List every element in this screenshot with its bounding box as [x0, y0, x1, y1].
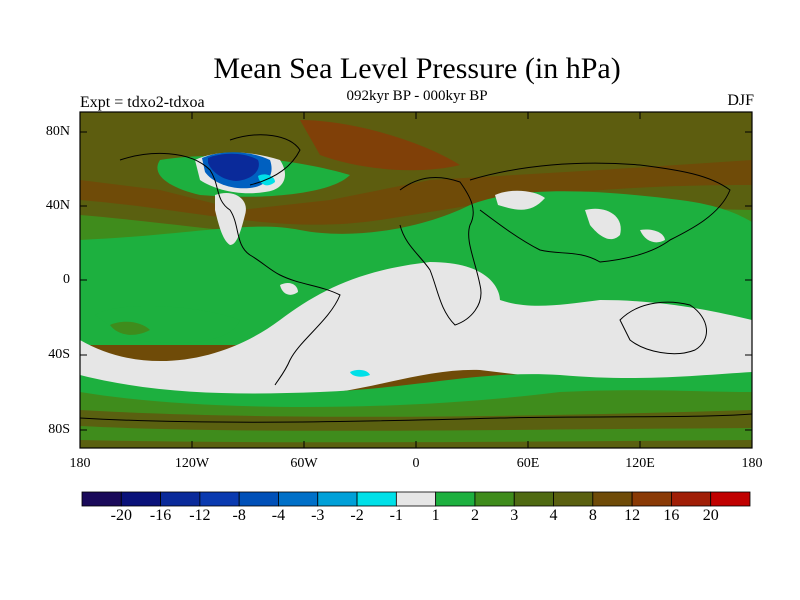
colorbar-swatch [160, 491, 201, 507]
map-title: Mean Sea Level Pressure (in hPa) [213, 52, 621, 85]
y-tick-label: 40S [48, 347, 70, 362]
map-fields [79, 112, 753, 448]
n-atlantic-brown [300, 120, 460, 171]
asia-grey-right [585, 208, 621, 240]
continents-outline [79, 134, 753, 423]
asia-grey-left [495, 190, 545, 210]
colorbar-label: -2 [350, 507, 364, 524]
colorbar-label: 16 [663, 507, 680, 524]
southern-grey [80, 262, 752, 395]
y-tick-label: 40N [45, 198, 70, 213]
colorbar-label: 4 [549, 507, 558, 524]
antarctic-coast-green [80, 426, 752, 443]
colorbar-swatch [671, 491, 712, 507]
map-subtitle: 092kyr BP - 000kyr BP [346, 88, 488, 104]
x-tick-label: 0 [412, 456, 420, 471]
colorbar-swatch [474, 491, 515, 507]
colorbar-swatch [81, 491, 122, 507]
colorbar-label: 12 [624, 507, 641, 524]
colorbar-label: 8 [588, 507, 597, 524]
colorbar-label: -3 [311, 507, 325, 524]
amazon-grey [280, 282, 298, 295]
colorbar-label: -8 [232, 507, 246, 524]
colorbar-label: -4 [271, 507, 286, 524]
y-tick-label: 80S [48, 422, 70, 437]
x-tick-label: 60W [290, 456, 318, 471]
colorbar-label: -20 [110, 507, 132, 524]
y-tick-label: 80N [45, 124, 70, 139]
x-tick-label: 60E [516, 456, 540, 471]
south-atlantic-cyan [350, 369, 370, 377]
colorbar-label: 1 [431, 507, 440, 524]
n-america-grey [215, 192, 246, 245]
colorbar-swatch [356, 491, 397, 507]
colorbar-swatch [317, 491, 358, 507]
colorbar-swatch [278, 491, 319, 507]
experiment-label: Expt = tdxo2-tdxoa [80, 94, 205, 111]
colorbar-swatch [710, 491, 751, 507]
colorbar-label: -1 [389, 507, 403, 524]
southern-green-mid-belt [80, 390, 752, 420]
colorbar-swatch [435, 491, 476, 507]
colorbar-label: 3 [510, 507, 519, 524]
colorbar-swatch [592, 491, 633, 507]
y-tick-marks [80, 131, 752, 431]
x-tick-label: 180 [69, 456, 91, 471]
x-tick-label: 120W [174, 456, 210, 471]
y-tick-label: 0 [63, 272, 70, 287]
south-pacific-green-mid [110, 321, 150, 335]
x-tick-label: 180 [741, 456, 763, 471]
x-tick-label: 120E [625, 456, 655, 471]
colorbar-swatch [120, 491, 161, 507]
greenland-blue-dark [208, 153, 259, 181]
colorbar-swatch [513, 491, 554, 507]
colorbar-swatch [238, 491, 279, 507]
colorbar-swatch [631, 491, 672, 507]
colorbar-label: -12 [189, 507, 211, 524]
asia-grey-east [640, 229, 665, 243]
colorbar [81, 491, 751, 507]
colorbar-swatch [395, 491, 437, 507]
x-tick-marks [79, 112, 753, 448]
colorbar-label: 20 [702, 507, 719, 524]
colorbar-swatch [553, 491, 594, 507]
colorbar-label: -16 [149, 507, 172, 524]
colorbar-label: 2 [470, 507, 479, 524]
season-label: DJF [727, 92, 754, 109]
colorbar-swatch [199, 491, 240, 507]
